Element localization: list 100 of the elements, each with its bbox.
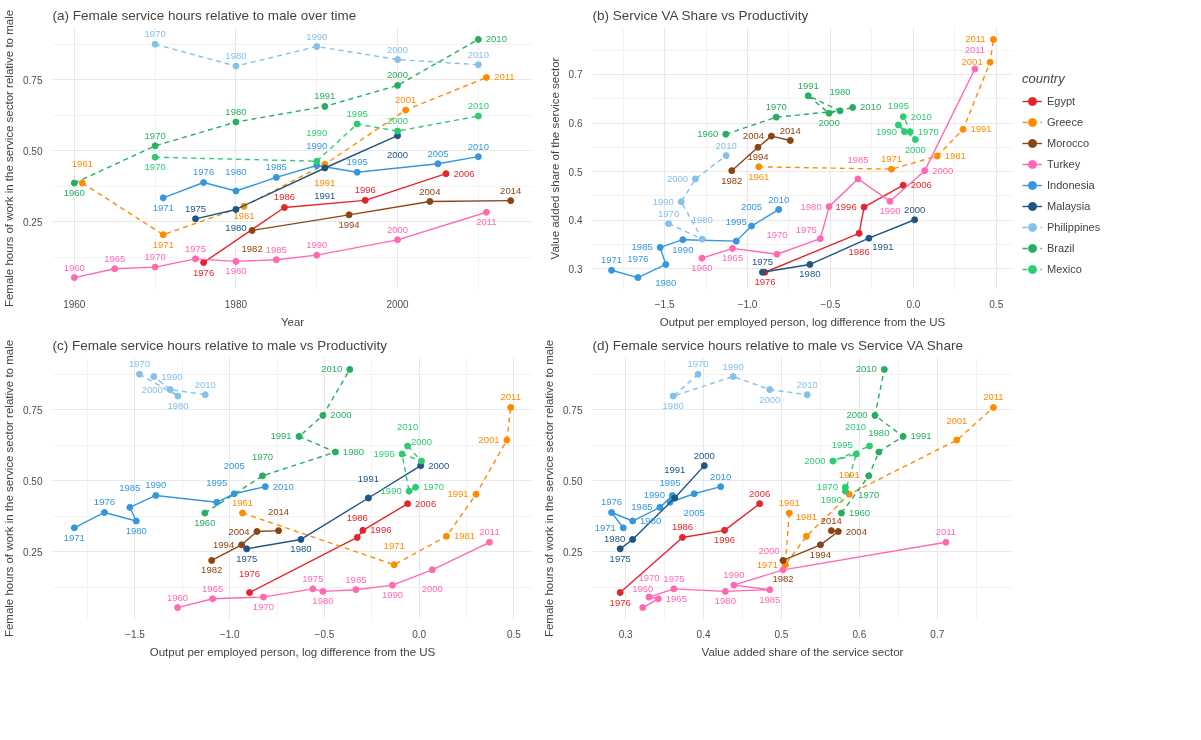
y-axis-title: Female hours of work in the service sector relative to male bbox=[543, 339, 556, 638]
annotation: 1981 bbox=[233, 210, 255, 222]
annotation: 2005 bbox=[223, 459, 245, 471]
annotation: 1986 bbox=[848, 246, 870, 258]
annotation: 1975 bbox=[236, 552, 258, 564]
x-tick-label: 0.5 bbox=[506, 628, 522, 640]
legend-label: Indonesia bbox=[1047, 178, 1095, 193]
annotation: 1994 bbox=[338, 218, 360, 230]
annotation: 2000 bbox=[759, 393, 781, 405]
annotation: 2000 bbox=[693, 449, 715, 461]
annotation: 1982 bbox=[721, 174, 743, 186]
x-tick-label: −0.5 bbox=[314, 628, 335, 640]
annotation: 2010 bbox=[855, 363, 877, 375]
annotation: 1995 bbox=[725, 216, 747, 228]
legend-label: Egypt bbox=[1047, 94, 1076, 109]
annotation: 2000 bbox=[758, 544, 780, 556]
annotation: 1960 bbox=[194, 517, 216, 529]
annotation: 1995 bbox=[206, 477, 228, 489]
annotation: 1970 bbox=[251, 450, 274, 462]
annotation: 1996 bbox=[370, 524, 392, 536]
annotation: 2011 bbox=[964, 44, 986, 56]
annotation: 2010 bbox=[485, 33, 507, 45]
annotation: 2014 bbox=[779, 124, 801, 136]
annotation: 1965 bbox=[722, 252, 744, 264]
annotation: 2011 bbox=[935, 526, 957, 538]
x-tick-label: −1.5 bbox=[654, 298, 675, 310]
legend-label: Turkey bbox=[1047, 157, 1081, 172]
annotation: 1960 bbox=[848, 507, 871, 519]
annotation: 2010 bbox=[467, 140, 489, 152]
annotation: 1975 bbox=[795, 223, 817, 235]
annotation: 1960 bbox=[697, 128, 719, 140]
annotation: 2000 bbox=[666, 172, 689, 184]
annotation: 1991 bbox=[970, 123, 992, 135]
y-tick-label: 0.4 bbox=[568, 215, 583, 227]
annotation: 1976 bbox=[754, 276, 776, 288]
annotation: 1980 bbox=[225, 166, 247, 177]
annotation: 2001 bbox=[395, 94, 417, 106]
annotation: 2000 bbox=[141, 383, 163, 395]
annotation: 2010 bbox=[715, 139, 737, 151]
annotation: 2000 bbox=[410, 436, 433, 448]
annotation: 1990 bbox=[306, 127, 328, 139]
annotation: 1970 bbox=[658, 207, 680, 219]
annotation: 2010 bbox=[844, 421, 867, 433]
annotation: 1980 bbox=[225, 222, 247, 234]
annotation: 1960 bbox=[63, 261, 85, 273]
chart-title: (d) Female service hours relative to male vs Service VA Share bbox=[592, 337, 963, 353]
annotation: 2010 bbox=[710, 470, 732, 482]
y-tick-label: 0.75 bbox=[563, 404, 583, 416]
annotation: 2000 bbox=[386, 148, 409, 160]
annotation: 1986 bbox=[671, 521, 694, 533]
annotation: 1985 bbox=[847, 153, 869, 165]
x-axis-title: Year bbox=[280, 315, 305, 328]
annotation: 1975 bbox=[184, 202, 207, 214]
annotation: 1976 bbox=[609, 596, 631, 608]
annotation: 2014 bbox=[268, 505, 290, 517]
x-tick-label: 0.4 bbox=[696, 628, 711, 640]
annotation: 1991 bbox=[447, 488, 469, 500]
annotation: 1985 bbox=[345, 573, 367, 585]
x-tick-label: 1960 bbox=[63, 298, 86, 310]
annotation: 1961 bbox=[232, 497, 254, 509]
annotation: 2005 bbox=[427, 147, 449, 159]
annotation: 1990 bbox=[306, 30, 328, 42]
annotation: 1970 bbox=[144, 251, 166, 263]
legend-label: Mexico bbox=[1047, 262, 1082, 277]
annotation: 1990 bbox=[722, 360, 744, 372]
annotation: 1975 bbox=[609, 552, 631, 564]
annotation: 1980 bbox=[799, 268, 821, 280]
annotation: 1985 bbox=[759, 593, 781, 605]
y-tick-label: 0.5 bbox=[568, 166, 583, 178]
annotation: 2010 bbox=[768, 193, 790, 205]
annotation: 1970 bbox=[144, 28, 166, 40]
annotation: 1965 bbox=[665, 592, 687, 604]
annotation: 1971 bbox=[152, 238, 174, 250]
y-tick-label: 0.6 bbox=[568, 118, 583, 130]
annotation: 1982 bbox=[772, 573, 794, 585]
annotation: 2006 bbox=[910, 179, 932, 191]
annotation: 1985 bbox=[265, 161, 287, 173]
annotation: 2011 bbox=[476, 216, 497, 228]
x-tick-label: 1980 bbox=[224, 298, 248, 310]
annotation: 1976 bbox=[93, 496, 115, 508]
annotation: 2010 bbox=[467, 48, 489, 60]
annotation: 1990 bbox=[652, 195, 674, 207]
annotation: 1991 bbox=[357, 473, 379, 485]
chart-title: (c) Female service hours relative to male vs Productivity bbox=[52, 337, 388, 353]
x-tick-label: 0.3 bbox=[618, 628, 634, 640]
annotation: 1990 bbox=[672, 243, 694, 255]
chart-title: (b) Service VA Share vs Productivity bbox=[592, 7, 809, 23]
annotation: 1980 bbox=[225, 265, 247, 277]
legend-label: Malaysia bbox=[1047, 199, 1091, 214]
annotation: 2010 bbox=[397, 421, 419, 433]
annotation: 1961 bbox=[778, 497, 800, 509]
annotation: 1976 bbox=[239, 567, 261, 579]
annotation: 1990 bbox=[380, 485, 402, 497]
annotation: 2000 bbox=[386, 43, 409, 55]
annotation: 1994 bbox=[809, 548, 831, 560]
annotation: 2010 bbox=[272, 480, 294, 492]
y-tick-label: 0.50 bbox=[563, 475, 583, 487]
annotation: 1990 bbox=[381, 589, 404, 601]
annotation: 1980 bbox=[868, 427, 890, 439]
y-tick-label: 0.75 bbox=[23, 404, 43, 416]
